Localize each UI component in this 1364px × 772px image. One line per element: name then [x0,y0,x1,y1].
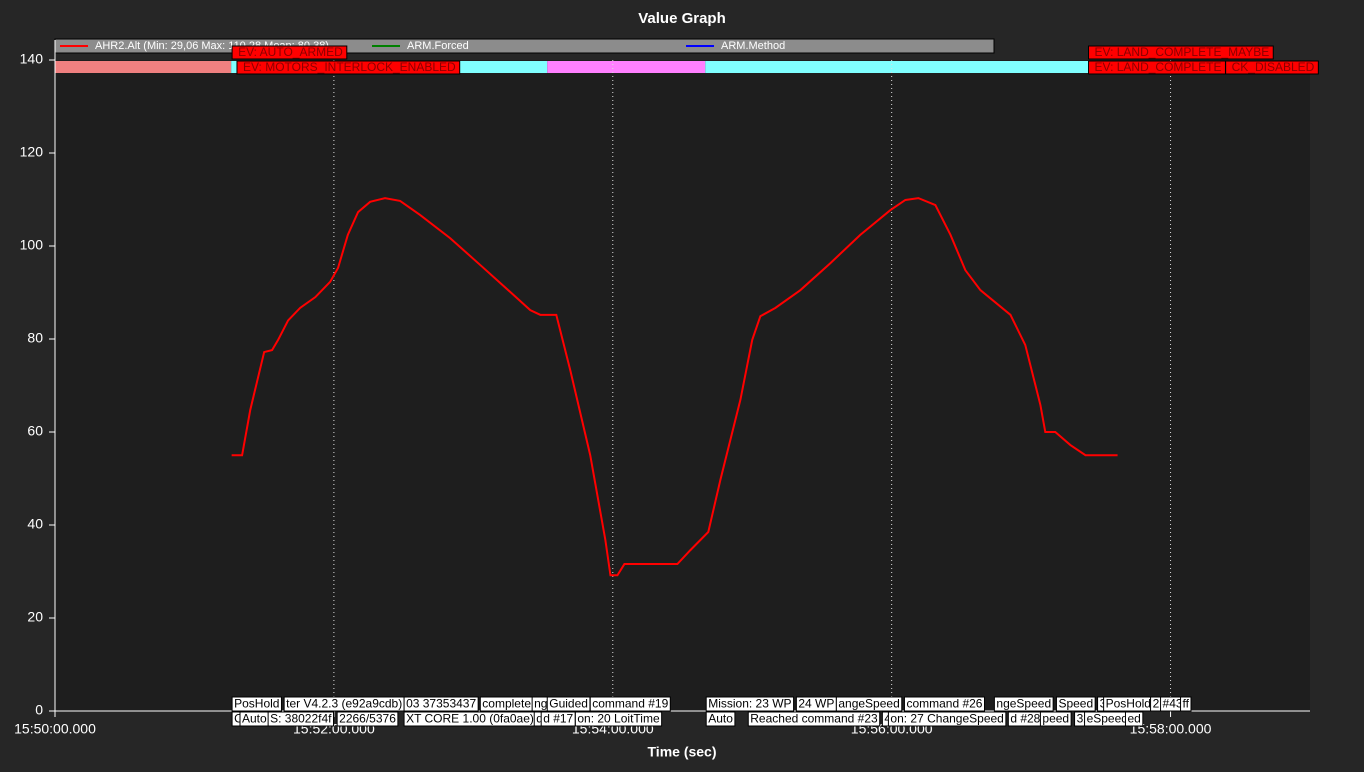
message-label: 24 WP [798,697,834,711]
legend-label: ARM.Forced [407,40,469,52]
message-box [1180,696,1192,712]
message-box [231,696,282,712]
message-label: Guided [549,697,588,711]
y-tick-label: 80 [27,330,43,346]
x-axis-label: Time (sec) [648,744,717,760]
message-box [903,696,985,712]
event-label: EV: AUTO_ARMED [238,45,343,59]
y-tick-label: 40 [27,516,43,532]
message-label: angeSpeed [838,697,899,711]
message-box [403,696,479,712]
message-box [1055,696,1096,712]
message-label: Mission: 23 WP [708,697,791,711]
message-box [336,711,399,727]
message-box [835,696,903,712]
mode-band [55,61,232,73]
message-label: on: 20 LoitTime [577,712,660,726]
chart-title: Value Graph [638,10,726,27]
message-label: Reached command #23 [750,712,878,726]
event-label: EV: MOTORS_INTERLOCK_ENABLED [243,60,456,74]
message-label: ed [1127,712,1140,726]
message-label: peed [1042,712,1069,726]
message-box [574,711,663,727]
event-box [1088,45,1274,60]
message-label: ng [534,697,547,711]
event-label: CK_DISABLED [1232,60,1315,74]
event-label: EV: LAND_COMPLETE_MAYBE [1095,45,1270,59]
y-tick-label: 100 [20,237,44,253]
y-tick-label: 140 [20,51,44,67]
message-label: #43 [1163,697,1183,711]
plot-area [55,60,1310,711]
message-box [589,696,671,712]
message-box [267,711,335,727]
message-box [747,711,881,727]
series-line [231,197,1118,577]
message-box [1124,711,1144,727]
message-label: ff [1183,697,1190,711]
y-tick-label: 0 [35,702,43,718]
message-label: PosHold [1106,697,1151,711]
event-box [236,60,461,75]
message-label: on: 27 ChangeSpeed [890,712,1003,726]
message-label: 03 37353437 [406,697,476,711]
message-label: C [234,712,243,726]
message-label: command #26 [906,697,982,711]
message-label: 3 [1100,697,1107,711]
message-label: 2266/5376 [339,712,396,726]
y-tick-label: 60 [27,423,43,439]
mode-band [547,61,706,73]
message-label: XT CORE 1.00 (0fa0ae) [406,712,534,726]
message-label: Speed [1058,697,1093,711]
message-label: Auto [242,712,267,726]
message-label: ngeSpeed [996,697,1051,711]
message-box [887,711,1007,727]
event-box [231,45,348,60]
message-label: S: 38022f4f [270,712,332,726]
message-label: command #19 [592,697,668,711]
message-label: PosHold [234,697,279,711]
message-label: d #17 [543,712,573,726]
message-label: d #28 [1010,712,1040,726]
message-label: ter V4.2.3 (e92a9cdb) [286,697,402,711]
message-label: 4 [884,712,891,726]
message-label: Auto [708,712,733,726]
message-box [993,696,1054,712]
mode-band [705,61,1091,73]
message-box [1039,711,1072,727]
y-tick-label: 120 [20,144,44,160]
message-label: eSpeed [1087,712,1128,726]
x-tick-label: 15:50:00.000 [14,721,96,737]
legend-label: ARM.Method [721,40,785,52]
message-label: d [536,712,543,726]
event-box [1225,60,1319,75]
message-label: 2 [1153,697,1160,711]
message-box [705,711,736,727]
y-tick-label: 20 [27,609,43,625]
event-label: EV: LAND_COMPLETE [1095,60,1222,74]
message-label: complete [482,697,531,711]
x-tick-label: 15:58:00.000 [1130,721,1212,737]
message-box [705,696,795,712]
